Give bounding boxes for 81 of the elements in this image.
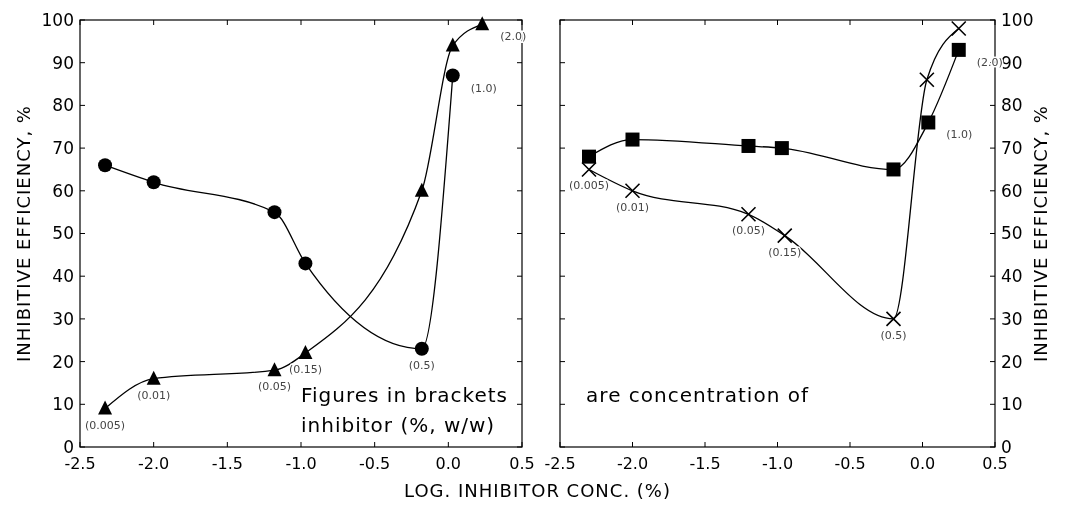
annotation: (1.0) (946, 128, 973, 142)
x-tick-label: 0.5 (509, 454, 535, 473)
annotation: (0.005) (568, 179, 610, 193)
point (921, 115, 936, 130)
annotation: (0.15) (288, 363, 322, 377)
y-tick-label: 0 (1001, 436, 1012, 457)
point (146, 175, 161, 190)
point (298, 256, 313, 271)
y-tick-label: 90 (52, 52, 74, 73)
y-tick-label: 40 (52, 266, 74, 287)
y-tick-label: 70 (1001, 138, 1023, 159)
x-tick-label: 0.0 (435, 454, 462, 473)
y-tick-label: 10 (52, 394, 74, 415)
annotation: (0.5) (880, 328, 907, 342)
annotation: (0.005) (85, 418, 126, 432)
point (951, 42, 966, 57)
point (740, 206, 757, 223)
y-tick-label: 60 (1001, 180, 1023, 201)
annotation: (0.15) (768, 245, 802, 259)
annotation: inhibitor (%, w/w) (301, 413, 496, 438)
point (146, 370, 161, 385)
point (919, 71, 935, 88)
y-tick-label: 20 (52, 351, 74, 372)
annotation: (0.05) (257, 380, 292, 394)
y-tick-label: 60 (52, 180, 74, 201)
point (625, 132, 640, 147)
point (581, 161, 597, 178)
x-tick-label: -0.5 (359, 454, 391, 473)
point (885, 311, 902, 327)
y-tick-label: 20 (1001, 351, 1023, 372)
point (414, 182, 429, 197)
y-tick-label: 100 (41, 9, 74, 30)
x-tick-label: -1.0 (285, 454, 317, 473)
x-axis-title: LOG. INHIBITOR CONC. (%) (404, 480, 671, 501)
annotation: (0.01) (615, 200, 650, 214)
point (267, 362, 282, 377)
point (624, 183, 641, 199)
y-tick-label: 30 (1001, 308, 1023, 329)
x-tick-label: -1.5 (689, 454, 721, 473)
point (98, 400, 113, 415)
y-tick-label: 100 (1001, 9, 1034, 30)
x-tick-label: -1.0 (761, 454, 794, 473)
x-tick-label: -2.5 (64, 454, 96, 473)
y-tick-label: 50 (1001, 223, 1023, 244)
point (886, 162, 901, 177)
point (741, 138, 756, 153)
y-tick-label: 30 (52, 308, 74, 329)
y-axis-title: INHIBITIVE EFFICIENCY, % (13, 105, 34, 362)
x-tick-label: 0.5 (982, 454, 1008, 473)
x-tick-label: -2.5 (544, 454, 576, 473)
y-tick-label: 50 (52, 223, 74, 244)
point (950, 20, 967, 37)
y-tick-label: 10 (1001, 394, 1023, 415)
x-tick-label: -2.0 (616, 454, 649, 473)
point (445, 37, 460, 52)
x-tick-label: 0.0 (909, 454, 936, 473)
point (582, 149, 596, 164)
annotation: Figures in brackets (301, 383, 509, 408)
y-tick-label: 40 (1001, 266, 1023, 287)
annotation: (1.0) (470, 81, 497, 95)
annotation: are concentration of (586, 383, 809, 408)
point (776, 227, 793, 244)
point (445, 68, 460, 83)
y-tick-label: 70 (52, 138, 74, 159)
annotation: (0.01) (137, 388, 171, 402)
x-tick-label: -1.5 (211, 454, 243, 473)
y-axis-title: INHIBITIVE EFFICIENCY, % (1030, 105, 1051, 362)
y-tick-label: 80 (52, 95, 74, 116)
annotation: (0.5) (408, 358, 435, 372)
point (774, 141, 789, 156)
y-tick-label: 0 (63, 436, 74, 457)
point (98, 158, 113, 173)
y-tick-label: 80 (1001, 95, 1023, 116)
annotation: (0.05) (731, 224, 766, 238)
point (414, 341, 429, 356)
y-tick-label: 90 (1001, 52, 1023, 73)
point (267, 205, 282, 220)
point (298, 345, 313, 360)
x-tick-label: -0.5 (834, 454, 866, 473)
point (475, 16, 490, 31)
x-tick-label: -2.0 (138, 454, 170, 473)
